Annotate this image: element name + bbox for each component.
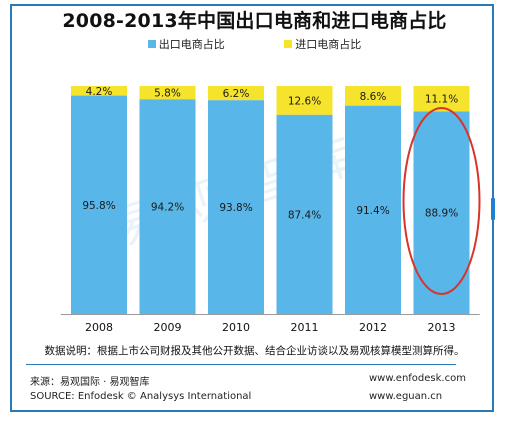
x-tick-label-2013: 2013 [428,321,456,334]
data-label-import-2010: 6.2% [223,88,250,100]
bar-import-2010 [208,86,264,101]
x-tick-label-2011: 2011 [291,321,319,334]
chart-legend: 出口电商占比 进口电商占比 [0,36,509,52]
divider-rule [26,364,456,365]
x-tick-label-2012: 2012 [359,321,387,334]
legend-swatch-import [284,40,293,48]
x-tick-label-2008: 2008 [85,321,113,334]
x-tick-label-2009: 2009 [154,321,182,334]
legend-label-import: 进口电商占比 [295,38,362,51]
data-label-import-2013: 11.1% [425,94,458,106]
data-label-import-2012: 8.6% [360,91,387,103]
data-label-export-2009: 94.2% [151,202,184,214]
bar-export-2010 [208,100,264,314]
x-tick-label-2010: 2010 [222,321,250,334]
data-label-export-2011: 87.4% [288,209,321,221]
data-label-import-2009: 5.8% [154,88,181,100]
data-label-import-2011: 12.6% [288,95,321,107]
chart-title: 2008-2013年中国出口电商和进口电商占比 [62,10,447,32]
legend-label-export: 出口电商占比 [158,38,225,51]
legend-item-import: 进口电商占比 [284,36,361,52]
data-label-import-2008: 4.2% [86,86,113,98]
source-en: SOURCE: Enfodesk © Analysys Internationa… [30,391,252,402]
bar-export-2008 [71,95,127,315]
data-label-export-2008: 95.8% [82,200,115,212]
bar-export-2013 [413,111,470,314]
bar-export-2011 [276,114,333,314]
edge-marker [491,198,495,220]
legend-item-export: 出口电商占比 [147,36,225,52]
bar-import-2008 [71,86,127,96]
bar-export-2009 [139,99,196,314]
data-label-export-2013: 88.9% [425,208,458,220]
highlight-ellipse-2013 [402,107,481,295]
bar-import-2009 [139,86,196,100]
data-label-export-2010: 93.8% [219,202,252,214]
bar-import-2011 [276,86,333,115]
data-label-export-2012: 91.4% [356,205,389,217]
website-eguan: www.eguan.cn [369,391,443,402]
data-note: 数据说明：根据上市公司财报及其他公开数据、结合企业访谈以及易观核算模型测算所得。 [44,345,465,357]
bar-export-2012 [345,105,401,314]
legend-swatch-export [147,40,156,48]
bar-import-2012 [345,86,401,106]
website-enfodesk: www.enfodesk.com [369,373,466,384]
source-cn: 来源：易观国际 · 易观智库 [30,377,150,388]
